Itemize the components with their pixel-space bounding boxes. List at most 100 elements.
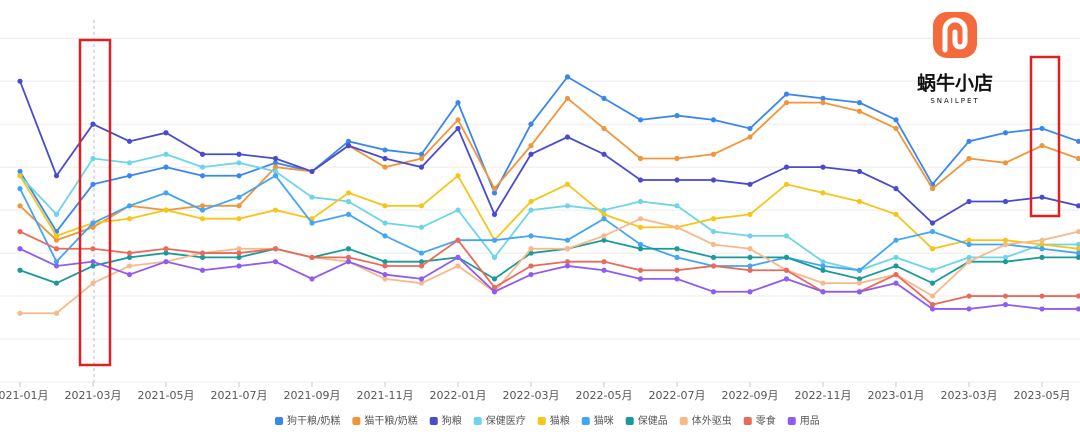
point: [893, 271, 899, 278]
point: [1075, 203, 1080, 209]
point: [455, 207, 461, 213]
legend-swatch: [473, 417, 482, 425]
point: [455, 117, 461, 123]
point: [601, 95, 607, 101]
legend-label: 猫粮: [550, 414, 570, 427]
point: [674, 155, 680, 162]
point: [382, 271, 388, 278]
point: [90, 259, 96, 265]
point: [528, 198, 534, 205]
grid: 2021-01月 2021-03月 2021-05月 2021-07月 2021-09月…: [0, 37, 1080, 402]
point: [418, 164, 425, 170]
point: [747, 254, 753, 260]
point: [710, 263, 717, 269]
x-tick-label: 2022-09月: [722, 389, 779, 402]
point: [1039, 293, 1045, 299]
point: [564, 181, 571, 187]
point: [528, 250, 534, 256]
point: [455, 100, 461, 106]
point: [1002, 160, 1009, 166]
point: [272, 164, 279, 170]
point: [601, 259, 607, 265]
point: [491, 190, 498, 196]
x-tick-label: 2022-07月: [649, 389, 706, 402]
series-line: [19, 80, 1079, 225]
point: [1075, 138, 1080, 144]
point: [747, 134, 753, 140]
point: [236, 173, 242, 179]
point: [309, 194, 315, 200]
legend-label: 零食: [756, 414, 776, 427]
legend-swatch: [275, 417, 283, 425]
legend-item: 猫粮: [537, 414, 570, 427]
point: [345, 138, 352, 144]
point: [1075, 246, 1080, 252]
point: [747, 211, 753, 217]
legend-label: 狗粮: [442, 414, 462, 427]
point: [90, 155, 96, 162]
point: [163, 259, 169, 265]
point: [17, 173, 23, 179]
point: [272, 160, 279, 166]
point: [90, 121, 96, 127]
point: [710, 177, 717, 183]
point: [1002, 198, 1009, 205]
point: [966, 155, 972, 162]
point: [966, 237, 972, 243]
point: [126, 216, 133, 222]
point: [966, 198, 972, 205]
point: [345, 211, 352, 217]
point: [564, 134, 571, 140]
point: [309, 220, 315, 226]
point: [637, 216, 644, 222]
point: [90, 220, 96, 226]
point: [272, 155, 279, 162]
series-line: [19, 153, 1079, 272]
point: [272, 173, 279, 179]
point: [53, 259, 60, 265]
point: [126, 250, 133, 256]
point: [893, 254, 899, 260]
point: [856, 100, 863, 106]
logo-subtext: SNAILPET: [930, 97, 979, 105]
point: [418, 250, 425, 256]
point: [17, 267, 23, 273]
legend-label: 猫咪: [594, 414, 614, 427]
point: [382, 164, 388, 170]
point: [418, 151, 425, 157]
point: [272, 168, 279, 175]
legend-swatch: [787, 417, 796, 425]
point: [1002, 302, 1009, 308]
point: [126, 173, 133, 179]
point: [455, 254, 461, 260]
point: [820, 95, 826, 101]
point: [747, 267, 753, 273]
point: [528, 233, 534, 239]
point: [747, 233, 753, 239]
point: [491, 237, 498, 243]
point: [163, 164, 169, 170]
point: [1075, 306, 1080, 312]
highlight-box: [1029, 55, 1061, 218]
point: [90, 263, 96, 269]
point: [929, 302, 936, 308]
point: [491, 289, 498, 295]
legend-item: 猫干粮/奶糕: [352, 414, 418, 427]
point: [637, 177, 644, 183]
point: [163, 151, 169, 157]
plot: [17, 74, 1080, 316]
point: [820, 100, 826, 106]
point: [126, 138, 133, 144]
point: [929, 267, 936, 273]
point: [272, 207, 279, 213]
point: [820, 259, 826, 265]
point: [966, 254, 972, 260]
point: [820, 190, 826, 196]
point: [564, 237, 571, 243]
series-line: [19, 239, 1079, 285]
point: [418, 263, 425, 269]
legend-label: 用品: [800, 415, 820, 427]
series-line: [19, 174, 1079, 250]
point: [637, 241, 644, 248]
point: [747, 125, 753, 132]
